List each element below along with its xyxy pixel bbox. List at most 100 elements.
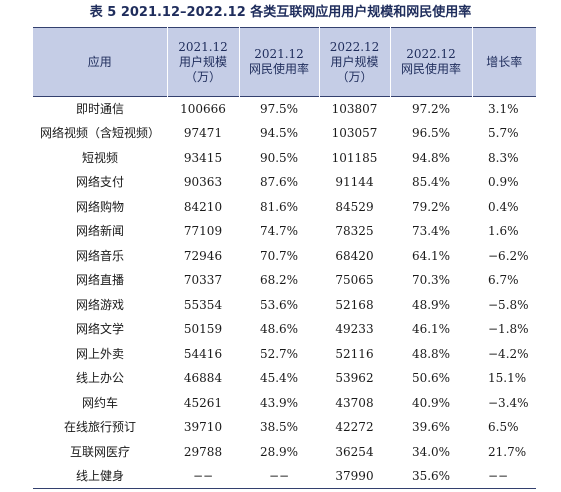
cell-usage-rate-2022: 48.8%: [411, 346, 451, 361]
header-usage-rate-2022: 2022.12 网民使用率: [390, 27, 473, 97]
cell-users-2021: 97471: [183, 126, 223, 141]
cell-usage-rate-2021: 70.7%: [259, 248, 299, 263]
cell-users-2021: 45261: [183, 395, 223, 410]
cell-growth-rate: −−: [488, 469, 509, 483]
cell-growth-rate: 5.7%: [488, 126, 519, 141]
cell-usage-rate-2021: 43.9%: [259, 395, 299, 410]
table-row: 线上健身 −− −− 37990 35.6% −−: [33, 464, 536, 489]
cell-usage-rate-2021: 74.7%: [259, 224, 299, 239]
cell-application: 网络支付: [75, 175, 124, 190]
table-row: 网上外卖 54416 52.7% 52116 48.8% −4.2%: [33, 342, 536, 367]
table-row: 在线旅行预订 39710 38.5% 42272 39.6% 6.5%: [33, 415, 536, 440]
table-row: 网络视频（含短视频） 97471 94.5% 103057 96.5% 5.7%: [33, 121, 536, 146]
cell-growth-rate: 0.9%: [488, 175, 519, 190]
cell-users-2022: 52116: [335, 346, 374, 361]
cell-usage-rate-2021: 68.2%: [259, 273, 299, 288]
cell-growth-rate: −5.8%: [488, 297, 529, 312]
table-row: 网络新闻 77109 74.7% 78325 73.4% 1.6%: [33, 219, 536, 244]
cell-usage-rate-2022: 73.4%: [411, 224, 451, 239]
cell-users-2022: 91144: [335, 175, 374, 190]
cell-growth-rate: 15.1%: [488, 371, 527, 386]
cell-application: 网络音乐: [75, 248, 124, 263]
header-row: 应用 2021.12 用户规模 （万） 2021.12 网民使用率 2022.1…: [33, 27, 536, 97]
cell-application: 网络文学: [75, 322, 124, 337]
cell-users-2022: 43708: [335, 395, 374, 410]
cell-growth-rate: 6.7%: [488, 273, 519, 288]
cell-application: 网络游戏: [75, 297, 124, 312]
cell-growth-rate: −3.4%: [488, 395, 529, 410]
cell-application: 即时通信: [75, 102, 124, 116]
cell-usage-rate-2022: 64.1%: [411, 248, 451, 263]
table-row: 互联网医疗 29788 28.9% 36254 34.0% 21.7%: [33, 440, 536, 465]
table-row: 短视频 93415 90.5% 101185 94.8% 8.3%: [33, 146, 536, 171]
cell-users-2021: 55354: [183, 297, 223, 312]
cell-usage-rate-2022: 48.9%: [411, 297, 451, 312]
cell-users-2022: 52168: [335, 297, 374, 312]
cell-application: 短视频: [81, 150, 118, 165]
cell-usage-rate-2022: 85.4%: [411, 175, 451, 190]
cell-application: 网络购物: [75, 199, 124, 214]
cell-application: 网约车: [81, 395, 118, 410]
table-title: 表 5 2021.12–2022.12 各类互联网应用用户规模和网民使用率: [89, 5, 472, 20]
cell-users-2021: 72946: [183, 248, 223, 263]
cell-users-2021: 90363: [183, 175, 223, 190]
cell-application: 网络新闻: [75, 224, 124, 239]
cell-application: 在线旅行预订: [63, 420, 136, 435]
cell-users-2022: 37990: [335, 469, 374, 483]
cell-users-2022: 75065: [335, 273, 374, 288]
cell-usage-rate-2021: 48.6%: [259, 322, 299, 337]
cell-growth-rate: 6.5%: [488, 420, 519, 435]
cell-users-2021: 39710: [183, 420, 223, 435]
cell-growth-rate: −1.8%: [488, 322, 529, 337]
cell-users-2021: 77109: [183, 224, 223, 239]
table-row: 即时通信 100666 97.5% 103807 97.2% 3.1%: [33, 97, 536, 122]
cell-users-2022: 53962: [335, 371, 374, 386]
cell-growth-rate: −6.2%: [488, 248, 529, 263]
cell-users-2022: 103807: [331, 102, 378, 116]
cell-usage-rate-2022: 35.6%: [411, 469, 451, 483]
cell-usage-rate-2022: 97.2%: [411, 102, 451, 116]
cell-users-2022: 103057: [331, 126, 378, 141]
cell-usage-rate-2022: 50.6%: [411, 371, 451, 386]
cell-growth-rate: 8.3%: [488, 150, 519, 165]
cell-application: 网络直播: [75, 273, 124, 288]
cell-users-2021: 54416: [183, 346, 223, 361]
cell-application: 网上外卖: [75, 346, 124, 361]
cell-usage-rate-2022: 39.6%: [411, 420, 451, 435]
cell-application: 线上办公: [75, 371, 124, 386]
cell-usage-rate-2022: 79.2%: [411, 199, 451, 214]
table-row: 网络购物 84210 81.6% 84529 79.2% 0.4%: [33, 195, 536, 220]
cell-usage-rate-2021: 90.5%: [259, 150, 299, 165]
header-users-2022: 2022.12 用户规模 （万）: [319, 27, 391, 97]
cell-users-2022: 42272: [335, 420, 374, 435]
cell-users-2021: 93415: [183, 150, 223, 165]
table-row: 网络支付 90363 87.6% 91144 85.4% 0.9%: [33, 170, 536, 195]
table-row: 线上办公 46884 45.4% 53962 50.6% 15.1%: [33, 366, 536, 391]
cell-users-2022: 78325: [335, 224, 374, 239]
cell-growth-rate: −4.2%: [488, 346, 529, 361]
cell-growth-rate: 0.4%: [488, 199, 519, 214]
table-row: 网络游戏 55354 53.6% 52168 48.9% −5.8%: [33, 293, 536, 318]
cell-usage-rate-2021: 28.9%: [259, 444, 299, 459]
table-row: 网络文学 50159 48.6% 49233 46.1% −1.8%: [33, 317, 536, 342]
cell-users-2021: −−: [192, 469, 214, 483]
cell-usage-rate-2022: 40.9%: [411, 395, 451, 410]
cell-usage-rate-2021: 87.6%: [259, 175, 299, 190]
cell-growth-rate: 1.6%: [488, 224, 519, 239]
cell-usage-rate-2022: 46.1%: [411, 322, 451, 337]
cell-growth-rate: 3.1%: [488, 102, 519, 116]
table-body: 即时通信 100666 97.5% 103807 97.2% 3.1% 网络视频（含短视频）…: [33, 97, 536, 489]
table-row: 网络音乐 72946 70.7% 68420 64.1% −6.2%: [33, 244, 536, 269]
cell-users-2021: 84210: [183, 199, 223, 214]
cell-users-2022: 84529: [335, 199, 374, 214]
cell-usage-rate-2021: 52.7%: [259, 346, 299, 361]
data-table: 应用 2021.12 用户规模 （万） 2021.12 网民使用率 2022.1…: [33, 27, 536, 489]
header-users-2021: 2021.12 用户规模 （万）: [167, 27, 240, 97]
cell-users-2022: 101185: [331, 150, 378, 165]
cell-usage-rate-2021: 81.6%: [259, 199, 299, 214]
cell-users-2022: 36254: [335, 444, 374, 459]
cell-usage-rate-2021: 53.6%: [259, 297, 299, 312]
cell-users-2021: 100666: [180, 102, 226, 116]
cell-usage-rate-2021: 45.4%: [259, 371, 299, 386]
